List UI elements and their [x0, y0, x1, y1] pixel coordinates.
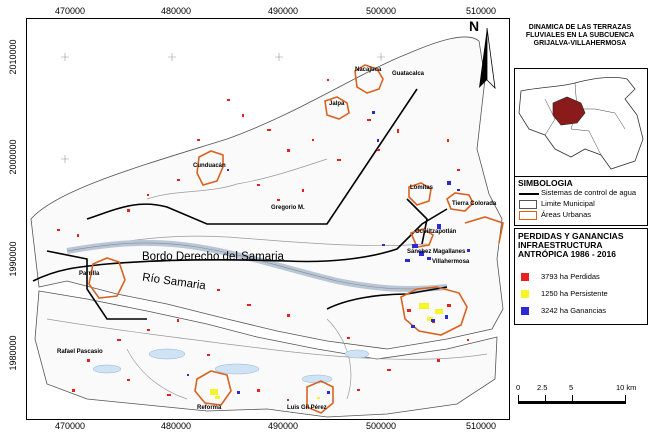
x-tick-top: 490000	[267, 6, 299, 16]
changes-legend: PERDIDAS Y GANANCIAS INFRAESTRUCTURA ANT…	[514, 228, 648, 325]
x-tick-bottom: 500000	[365, 421, 397, 431]
label-luis-gil-perez: Luis Gil Pérez	[287, 405, 327, 411]
persistent-patches	[210, 303, 443, 399]
y-tick-left: 2010000	[8, 39, 18, 75]
north-arrow-icon	[479, 27, 496, 90]
label-gregorio: Gregorio M.	[271, 205, 305, 211]
changes-title: PERDIDAS Y GANANCIAS INFRAESTRUCTURA ANT…	[518, 231, 624, 259]
scale-tick-0: 0	[516, 383, 521, 392]
orange-outline-box-icon	[519, 211, 537, 220]
legend-persistent: 1250 ha Persistente	[541, 289, 608, 298]
study-area-highlight	[552, 96, 586, 126]
gain-swatch	[521, 307, 529, 315]
map-canvas	[30, 36, 504, 418]
inset-map	[518, 76, 644, 170]
gray-outline-box-icon	[519, 200, 537, 209]
scale-tick-10: 10 km	[616, 383, 637, 392]
gain-patches	[187, 111, 470, 394]
legend-control: Sistemas de control de agua	[541, 188, 637, 197]
label-reforma: Reforma	[197, 405, 222, 411]
legend-urban: Áreas Urbanas	[541, 210, 592, 219]
legend-losses: 3793 ha Perdidas	[541, 272, 600, 281]
x-tick-bottom: 490000	[267, 421, 299, 431]
label-parrilla: Parrilla	[79, 271, 100, 277]
map-title: DINAMICA DE LAS TERRAZAS FLUVIALES EN LA…	[525, 24, 635, 47]
label-cunduacan: Cunduacán	[193, 163, 226, 169]
location-inset	[514, 68, 648, 178]
study-area-outline	[30, 36, 504, 350]
label-villahermosa: Villahermosa	[432, 259, 470, 265]
x-tick-top: 470000	[54, 6, 86, 16]
north-arrow: N	[466, 18, 508, 96]
label-ocuiltzapotlan: Ocuiltzapotlán	[415, 229, 457, 235]
water-bodies	[92, 348, 370, 384]
x-tick-bottom: 480000	[160, 421, 192, 431]
legend-municipal: Limite Municipal	[541, 199, 595, 208]
map-frame: Nacajuca Guatacalca Jalpa Cunduacán Greg…	[26, 18, 510, 420]
symbology-title: SIMBOLOGIA	[518, 178, 573, 188]
loss-swatch	[521, 273, 529, 281]
x-tick-top: 480000	[160, 6, 192, 16]
scale-bar: 0 2.5 5 10 km	[512, 383, 646, 423]
label-rafael-pascasio: Rafael Pascasio	[57, 349, 103, 355]
x-tick-top: 510000	[465, 6, 497, 16]
y-tick-left: 2000000	[8, 139, 18, 175]
south-area-outline	[34, 290, 498, 418]
scale-tick-5: 5	[569, 383, 574, 392]
water-control-lines	[32, 88, 448, 320]
scale-tick-2-5: 2.5	[537, 383, 548, 392]
label-sanchez-magallanes: Sánchez Magallanes	[407, 249, 466, 255]
north-letter: N	[469, 18, 480, 34]
loss-patches	[57, 79, 469, 401]
label-nacajuca: Nacajuca	[355, 67, 382, 73]
x-tick-bottom: 510000	[465, 421, 497, 431]
x-tick-bottom: 470000	[54, 421, 86, 431]
label-lomitas: Lomitas	[410, 185, 434, 191]
y-tick-left: 1980000	[8, 335, 18, 371]
label-tierra-colorada: Tierra Colorada	[452, 201, 497, 207]
label-guatacalca: Guatacalca	[392, 71, 425, 77]
label-bordo-derecho: Bordo Derecho del Samaria	[142, 251, 284, 263]
black-line-icon	[519, 193, 539, 195]
legend-gains: 3242 ha Ganancias	[541, 306, 607, 315]
y-tick-left: 1990000	[8, 241, 18, 277]
symbology-legend: SIMBOLOGIA Sistemas de control de agua L…	[514, 176, 648, 226]
label-jalpa: Jalpa	[329, 101, 345, 107]
persistent-swatch	[521, 290, 529, 298]
x-tick-top: 500000	[365, 6, 397, 16]
